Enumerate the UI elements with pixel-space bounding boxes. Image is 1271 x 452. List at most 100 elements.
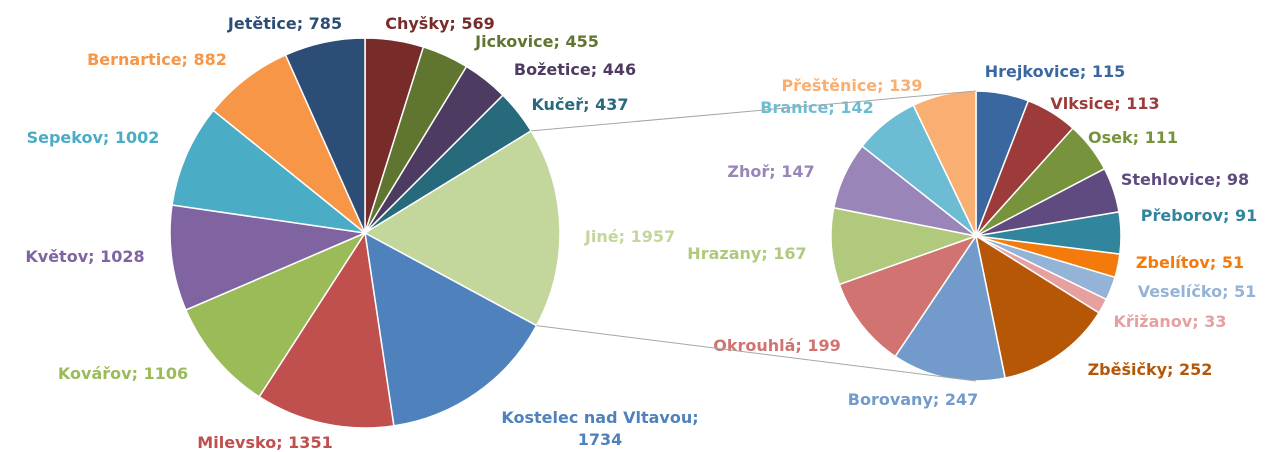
label-separator: ;	[619, 227, 631, 246]
data-label: Okrouhlá; 199	[713, 336, 841, 355]
label-value: 437	[595, 95, 628, 114]
data-label: Branice; 142	[760, 98, 873, 117]
label-value: 1734	[578, 430, 623, 449]
data-label: Milevsko; 1351	[197, 433, 332, 452]
label-value: 882	[194, 50, 227, 69]
data-label: Zhoř; 147	[727, 162, 814, 181]
label-name: Květov	[25, 247, 88, 266]
data-label: Přeštěnice; 139	[781, 76, 922, 95]
label-separator: ;	[182, 50, 194, 69]
label-name: Přeštěnice	[781, 76, 877, 95]
label-name: Kučeř	[531, 95, 583, 114]
label-value: 446	[603, 60, 636, 79]
pie-slice	[838, 234, 978, 358]
label-separator: ;	[1167, 360, 1179, 379]
label-name: Kovářov	[58, 364, 132, 383]
label-name: Jickovice	[474, 32, 554, 51]
label-name: Sepekov	[27, 128, 104, 147]
label-separator: ;	[1133, 128, 1145, 147]
data-label: Bernartice; 882	[87, 50, 227, 69]
data-label: Osek; 111	[1088, 128, 1178, 147]
data-label: Hrejkovice; 115	[985, 62, 1125, 81]
label-separator: ;	[1080, 62, 1092, 81]
label-name: Přeborov	[1141, 206, 1224, 225]
label-value: 199	[807, 336, 840, 355]
pie-slice	[284, 37, 366, 234]
label-name: Vlksice	[1050, 94, 1114, 113]
label-value: 51	[1222, 253, 1244, 272]
label-value: 91	[1235, 206, 1257, 225]
label-name: Zhoř	[727, 162, 769, 181]
label-value: 139	[889, 76, 922, 95]
label-name: Okrouhlá	[713, 336, 795, 355]
pie-slice	[171, 109, 368, 235]
label-separator: ;	[1223, 206, 1235, 225]
label-separator: ;	[276, 433, 288, 452]
data-label: Květov; 1028	[25, 247, 144, 266]
data-label: Vlksice; 113	[1050, 94, 1159, 113]
label-name: Osek	[1088, 128, 1133, 147]
label-value: 115	[1092, 62, 1125, 81]
label-name: Borovany	[848, 390, 934, 409]
label-name: Bernartice	[87, 50, 182, 69]
label-separator: ;	[88, 247, 100, 266]
data-label: Kostelec nad Vltavou; 1734	[501, 408, 698, 449]
label-name: Hrazany	[687, 244, 762, 263]
data-label: Borovany; 247	[848, 390, 979, 409]
data-label: Zběšičky; 252	[1088, 360, 1213, 379]
data-label: Zbelítov; 51	[1136, 253, 1244, 272]
label-separator: ;	[583, 95, 595, 114]
label-name: Božetice	[514, 60, 591, 79]
label-value: 33	[1204, 312, 1226, 331]
pie-slice	[974, 234, 1100, 379]
label-separator: ;	[1192, 312, 1204, 331]
label-separator: ;	[877, 76, 889, 95]
label-value: 455	[565, 32, 598, 51]
label-separator: ;	[449, 14, 461, 33]
connector-line	[531, 90, 977, 132]
label-name: Jetětice	[227, 14, 297, 33]
pie-slice	[894, 234, 1007, 382]
label-value: 785	[309, 14, 342, 33]
label-name: Hrejkovice	[985, 62, 1080, 81]
label-name: Křižanov	[1114, 312, 1193, 331]
label-value: 1028	[100, 247, 145, 266]
label-separator: ;	[795, 336, 807, 355]
data-label: Kovářov; 1106	[58, 364, 188, 383]
data-label: Přeborov; 91	[1141, 206, 1257, 225]
label-value: 51	[1234, 282, 1256, 301]
data-label: Stehlovice; 98	[1121, 170, 1249, 189]
label-name: Zběšičky	[1088, 360, 1168, 379]
pie-slice	[364, 231, 538, 427]
label-value: 1957	[631, 227, 676, 246]
data-label: Sepekov; 1002	[27, 128, 160, 147]
label-value: 147	[781, 162, 814, 181]
label-name: Jiné	[584, 227, 619, 246]
pie-slice	[258, 230, 395, 429]
label-value: 1106	[144, 364, 189, 383]
pie-slice	[184, 231, 367, 398]
label-value: 1002	[115, 128, 160, 147]
label-name: Kostelec nad Vltavou	[501, 408, 692, 427]
data-label: Božetice; 446	[514, 60, 636, 79]
label-separator: ;	[1114, 94, 1126, 113]
label-separator: ;	[591, 60, 603, 79]
label-value: 167	[773, 244, 806, 263]
label-separator: ;	[692, 408, 698, 427]
label-value: 98	[1227, 170, 1249, 189]
pie-slice	[169, 204, 368, 311]
label-name: Milevsko	[197, 433, 276, 452]
label-value: 111	[1145, 128, 1178, 147]
data-label: Křižanov; 33	[1114, 312, 1227, 331]
label-value: 113	[1126, 94, 1159, 113]
label-value: 569	[461, 14, 494, 33]
data-label: Jiné; 1957	[584, 227, 675, 246]
label-separator: ;	[1210, 253, 1222, 272]
label-separator: ;	[554, 32, 566, 51]
label-value: 1351	[288, 433, 333, 452]
label-separator: ;	[132, 364, 144, 383]
data-label: Veselíčko; 51	[1138, 282, 1257, 301]
label-separator: ;	[1215, 170, 1227, 189]
data-label: Jickovice; 455	[474, 32, 599, 51]
